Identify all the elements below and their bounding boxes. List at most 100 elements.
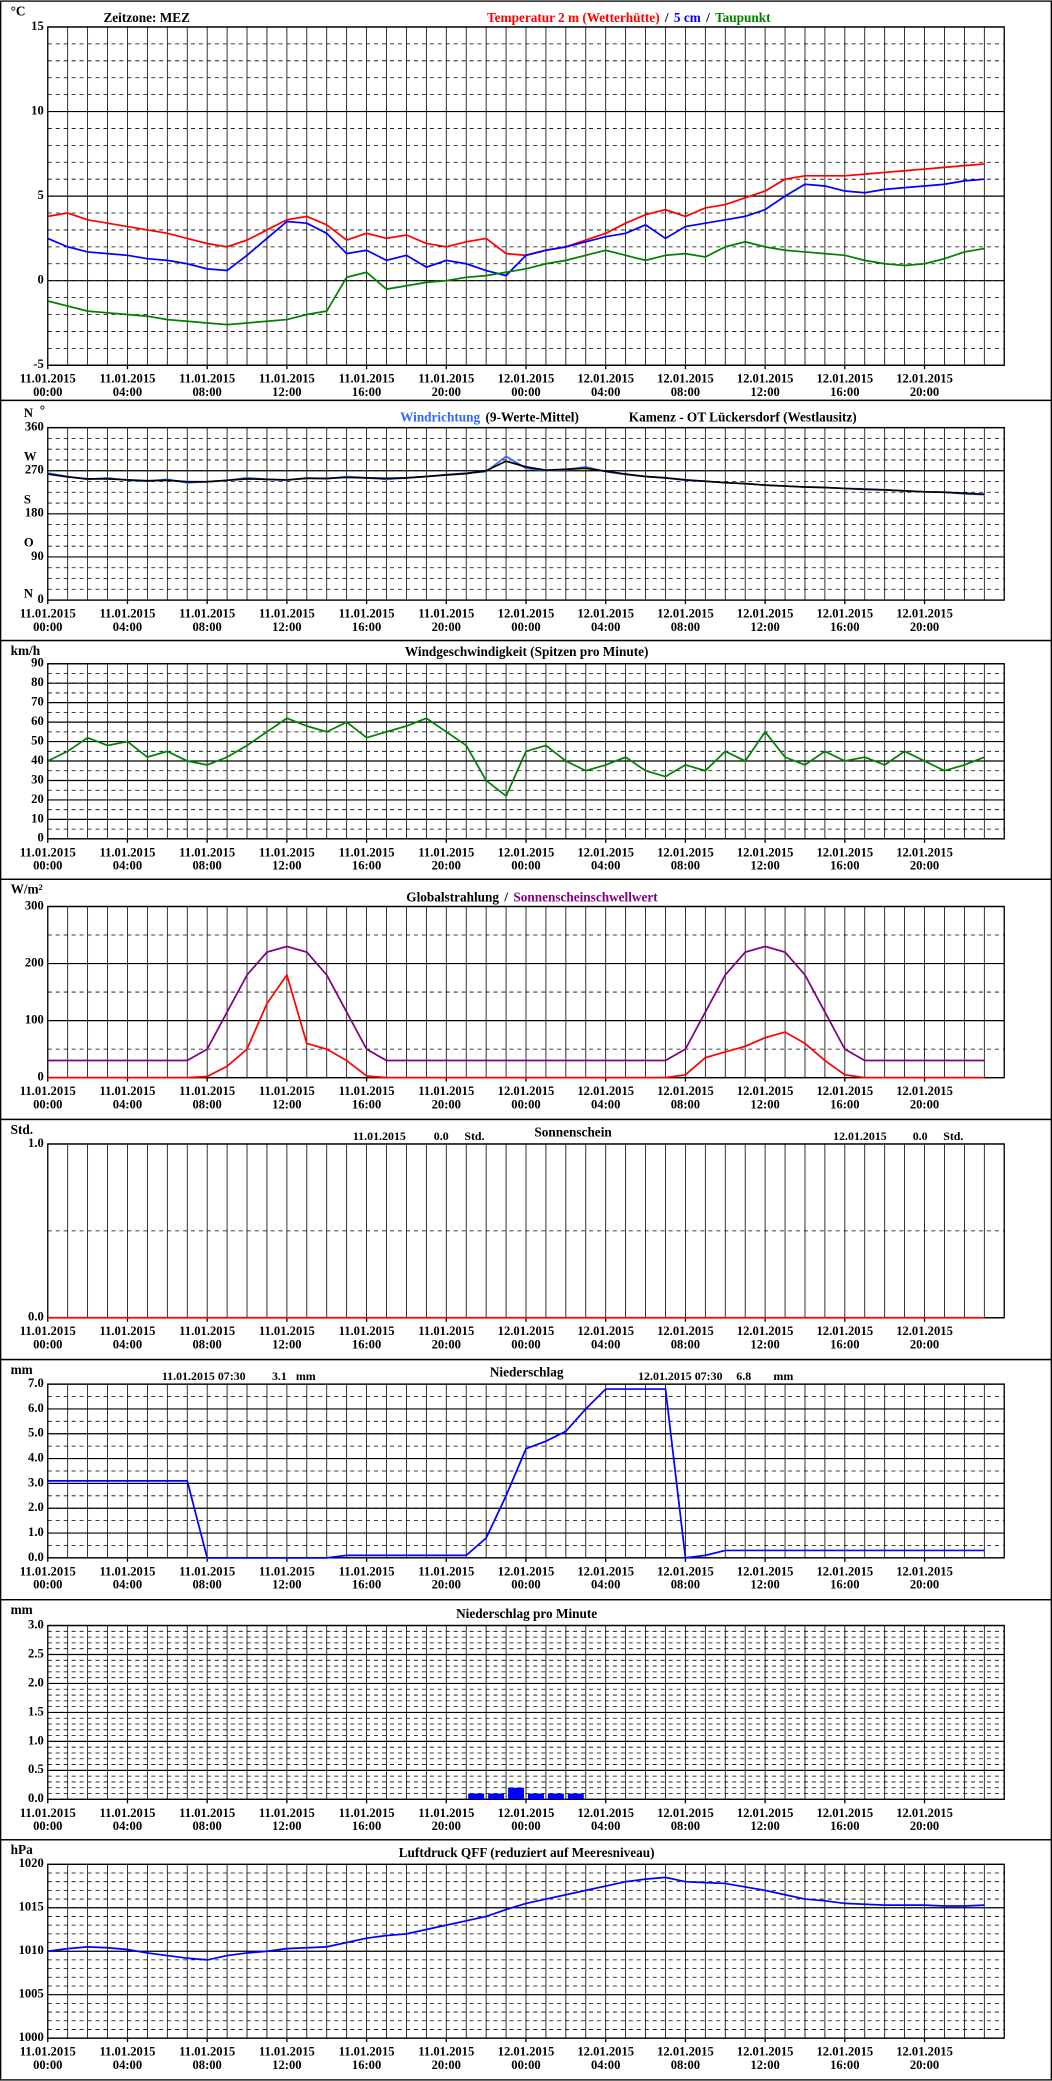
y-tick-label: 1010	[19, 1943, 44, 1957]
series-line	[47, 1876, 985, 1961]
y-tick-label: 40	[31, 753, 44, 767]
bar	[567, 1793, 584, 1800]
x-tick-date: 12.01.2015	[737, 1806, 794, 1820]
y-tick-label: 0.0	[28, 1310, 44, 1324]
x-tick-date: 12.01.2015	[737, 1084, 794, 1098]
x-tick-time: 16:00	[352, 859, 381, 873]
x-tick-date: 11.01.2015	[339, 845, 395, 859]
x-tick-date: 12.01.2015	[896, 1564, 953, 1578]
legend-entry: Sonnenscheinschwellwert	[513, 890, 658, 905]
x-tick-date: 11.01.2015	[99, 372, 155, 386]
x-tick-date: 11.01.2015	[339, 607, 395, 621]
x-tick-time: 20:00	[432, 859, 461, 873]
x-tick-time: 00:00	[33, 620, 62, 634]
legend-separator: /	[503, 890, 508, 905]
unit-label: hPa	[11, 1842, 33, 1857]
x-tick-date: 11.01.2015	[418, 1806, 474, 1820]
bar	[508, 1787, 525, 1800]
y-tick-label: 0.0	[28, 1791, 44, 1805]
x-tick-time: 08:00	[192, 620, 221, 634]
y-tick-label: 80	[31, 675, 44, 689]
x-tick-date: 12.01.2015	[657, 845, 714, 859]
y-tick-label: 2.0	[28, 1500, 44, 1514]
direction-label: N	[24, 406, 33, 420]
x-tick-date: 11.01.2015	[20, 2045, 76, 2059]
x-tick-date: 11.01.2015	[259, 1324, 315, 1338]
x-tick-time: 16:00	[830, 620, 859, 634]
x-tick-time: 00:00	[511, 1097, 540, 1111]
x-tick-date: 11.01.2015	[179, 1806, 235, 1820]
annotation: 12.01.2015 07:30	[638, 1369, 722, 1383]
bar	[468, 1793, 485, 1800]
annotation: 0.0	[913, 1129, 928, 1143]
x-tick-time: 00:00	[511, 859, 540, 873]
x-tick-date: 12.01.2015	[498, 1806, 555, 1820]
legend-entry: Taupunkt	[715, 10, 771, 25]
panel-frame	[0, 1839, 1052, 2081]
x-tick-date: 12.01.2015	[737, 607, 794, 621]
x-tick-time: 16:00	[830, 859, 859, 873]
x-tick-date: 11.01.2015	[99, 1084, 155, 1098]
y-tick-label: 0	[37, 1070, 43, 1084]
y-tick-label: 100	[25, 1012, 44, 1026]
x-tick-date: 12.01.2015	[816, 372, 873, 386]
series-line	[47, 945, 985, 1062]
x-tick-date: 12.01.2015	[896, 1806, 953, 1820]
x-tick-date: 11.01.2015	[20, 1564, 76, 1578]
y-tick-label: 50	[31, 733, 44, 747]
x-tick-time: 00:00	[511, 1338, 540, 1352]
x-tick-time: 08:00	[192, 1338, 221, 1352]
x-tick-time: 12:00	[750, 1097, 779, 1111]
unit-label: °	[40, 403, 45, 418]
x-tick-date: 11.01.2015	[339, 1806, 395, 1820]
y-tick-label: 5	[37, 188, 43, 202]
x-tick-date: 11.01.2015	[259, 1564, 315, 1578]
x-tick-time: 12:00	[272, 859, 301, 873]
x-tick-date: 11.01.2015	[99, 1564, 155, 1578]
x-tick-time: 08:00	[192, 1097, 221, 1111]
y-tick-label: 90	[31, 549, 44, 563]
y-tick-label: 180	[25, 506, 44, 520]
x-tick-time: 00:00	[511, 620, 540, 634]
x-tick-date: 11.01.2015	[20, 1084, 76, 1098]
series-line	[47, 163, 985, 257]
x-tick-time: 04:00	[113, 1578, 142, 1592]
annotation: 0.0	[434, 1129, 449, 1143]
x-tick-date: 12.01.2015	[577, 1084, 634, 1098]
series-line	[47, 178, 985, 277]
x-tick-time: 08:00	[192, 1578, 221, 1592]
x-tick-time: 08:00	[671, 1578, 700, 1592]
y-tick-label: 6.0	[28, 1401, 44, 1415]
legend: Temperatur 2 m (Wetterhütte) / 5 cm / Taupun…	[487, 10, 771, 25]
x-tick-date: 12.01.2015	[816, 1324, 873, 1338]
x-tick-time: 20:00	[432, 620, 461, 634]
x-tick-date: 12.01.2015	[498, 845, 555, 859]
x-tick-date: 11.01.2015	[20, 372, 76, 386]
x-tick-date: 12.01.2015	[816, 607, 873, 621]
bar	[527, 1793, 544, 1800]
x-tick-date: 11.01.2015	[418, 1564, 474, 1578]
annotation: 6.8	[736, 1369, 751, 1383]
y-tick-label: 1.0	[28, 1733, 44, 1747]
x-tick-time: 04:00	[113, 1097, 142, 1111]
x-tick-time: 04:00	[113, 385, 142, 399]
x-tick-date: 11.01.2015	[99, 845, 155, 859]
x-tick-time: 08:00	[192, 859, 221, 873]
x-tick-time: 20:00	[910, 620, 939, 634]
x-tick-time: 00:00	[511, 1578, 540, 1592]
direction-label: W	[24, 449, 37, 463]
x-tick-time: 04:00	[113, 859, 142, 873]
y-tick-label: -5	[33, 357, 44, 371]
x-tick-time: 04:00	[591, 1578, 620, 1592]
x-tick-date: 11.01.2015	[418, 607, 474, 621]
x-tick-time: 20:00	[910, 1819, 939, 1833]
x-tick-date: 12.01.2015	[498, 2045, 555, 2059]
x-tick-date: 12.01.2015	[577, 845, 634, 859]
series-line	[47, 460, 985, 496]
x-tick-time: 08:00	[671, 1338, 700, 1352]
legend-entry: Temperatur 2 m (Wetterhütte)	[487, 10, 660, 25]
x-tick-date: 12.01.2015	[737, 1564, 794, 1578]
x-tick-date: 11.01.2015	[179, 845, 235, 859]
bar	[547, 1793, 564, 1800]
unit-label: mm	[11, 1362, 33, 1377]
